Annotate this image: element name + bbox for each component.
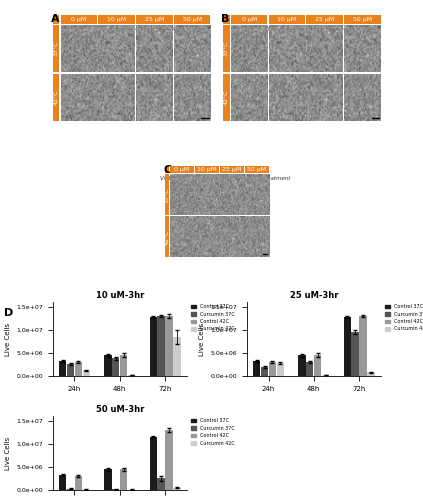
Bar — [104, 355, 112, 376]
Bar — [120, 354, 127, 376]
Bar — [75, 476, 82, 490]
Text: 42°C: 42°C — [165, 229, 170, 244]
Text: B: B — [221, 14, 230, 24]
Bar — [352, 332, 359, 376]
Text: Viability collected 72hrs later 2-hour Treatment: Viability collected 72hrs later 2-hour T… — [249, 26, 379, 32]
Text: 50 μM: 50 μM — [353, 17, 372, 22]
Bar — [104, 470, 112, 490]
Text: 37°C: 37°C — [224, 41, 229, 56]
Y-axis label: Live Cells: Live Cells — [5, 322, 11, 356]
Bar — [343, 317, 351, 376]
Bar — [157, 316, 165, 376]
Text: 25 μM: 25 μM — [315, 17, 334, 22]
Bar — [360, 316, 367, 376]
Bar — [75, 362, 82, 376]
Bar — [306, 362, 313, 376]
Text: 0 μM: 0 μM — [174, 167, 190, 172]
Bar — [277, 363, 284, 376]
Text: 50 μM: 50 μM — [183, 17, 202, 22]
Text: 25 μM: 25 μM — [222, 167, 242, 172]
Bar — [59, 476, 66, 490]
Bar — [314, 354, 321, 376]
Text: A: A — [51, 14, 60, 24]
Title: 10 uM-3hr: 10 uM-3hr — [96, 291, 144, 300]
Text: 10 μM: 10 μM — [198, 167, 217, 172]
Bar — [150, 437, 157, 490]
Y-axis label: Live Cells: Live Cells — [5, 436, 11, 470]
Bar — [367, 372, 375, 376]
Legend: Control 37C, Curcumin 37C, Control 42C, Curcumin 42C: Control 37C, Curcumin 37C, Control 42C, … — [383, 302, 423, 334]
Bar — [67, 364, 74, 376]
Bar — [322, 375, 330, 376]
Text: Viability collected 72hrs later 1-hour  Treatment: Viability collected 72hrs later 1-hour T… — [78, 26, 210, 32]
Text: 50 μM: 50 μM — [247, 167, 266, 172]
Bar — [173, 337, 181, 376]
Text: 25 μM: 25 μM — [145, 17, 164, 22]
Bar — [128, 375, 135, 376]
Bar — [67, 488, 74, 490]
Text: D: D — [4, 308, 14, 318]
Bar — [269, 362, 276, 376]
Bar — [59, 361, 66, 376]
Text: 10 μM: 10 μM — [277, 17, 297, 22]
Bar — [165, 316, 173, 376]
Bar — [150, 317, 157, 376]
Text: 37°C: 37°C — [54, 41, 59, 56]
Text: C: C — [164, 164, 172, 174]
Text: 37°C: 37°C — [165, 187, 170, 202]
Text: 42°C: 42°C — [54, 90, 59, 105]
Title: 50 uM-3hr: 50 uM-3hr — [96, 405, 144, 414]
Text: 10 μM: 10 μM — [107, 17, 126, 22]
Legend: Control 37C, Curcumin 37C, Control 42C, Curcumin 42C: Control 37C, Curcumin 37C, Control 42C, … — [190, 416, 237, 448]
Bar — [157, 478, 165, 490]
Bar — [112, 358, 119, 376]
Text: 42°C: 42°C — [224, 90, 229, 105]
Bar — [165, 430, 173, 490]
Bar — [261, 366, 268, 376]
Bar — [298, 355, 305, 376]
Bar — [83, 370, 90, 376]
Bar — [120, 470, 127, 490]
Bar — [173, 488, 181, 490]
Text: 0 μM: 0 μM — [242, 17, 257, 22]
Title: 25 uM-3hr: 25 uM-3hr — [290, 291, 338, 300]
Legend: Control 37C, Curcumin 37C, Control 42C, Curcumin 42C: Control 37C, Curcumin 37C, Control 42C, … — [190, 302, 237, 334]
Bar — [253, 361, 260, 376]
Text: Viability collected 72hrs later 3-hour Treatment: Viability collected 72hrs later 3-hour T… — [160, 176, 290, 181]
Text: 0 μM: 0 μM — [71, 17, 87, 22]
Y-axis label: Live Cells: Live Cells — [199, 322, 205, 356]
